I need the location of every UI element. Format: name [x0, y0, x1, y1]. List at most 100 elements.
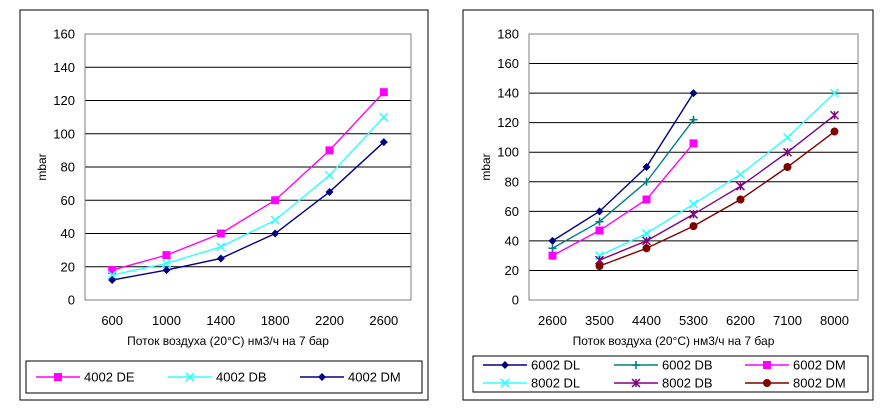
y-tick-label: 20 — [505, 263, 519, 278]
x-tick-label: 5300 — [679, 313, 708, 328]
data-point — [379, 138, 388, 147]
data-point — [325, 187, 334, 196]
data-point — [325, 146, 334, 155]
x-tick-label: 2600 — [369, 313, 398, 328]
data-point — [830, 127, 839, 136]
legend-marker — [318, 373, 326, 381]
y-axis-label: mbar — [479, 153, 493, 180]
series-line — [552, 142, 695, 257]
x-tick-label: 7100 — [773, 313, 802, 328]
legend-item: 4002 DE — [36, 370, 135, 385]
legend-box — [25, 360, 423, 394]
legend-marker — [763, 379, 771, 387]
chart-frame — [462, 9, 874, 401]
series-line — [599, 114, 835, 261]
data-point — [782, 147, 793, 157]
series-4002-db — [107, 112, 389, 280]
data-point — [271, 196, 280, 205]
x-tick-label: 8000 — [820, 313, 849, 328]
legend-marker — [500, 378, 510, 388]
legend-label: 6002 DL — [531, 358, 580, 373]
legend-label: 4002 DE — [84, 370, 135, 385]
data-point — [689, 139, 698, 148]
x-tick-label: 1400 — [206, 313, 235, 328]
data-point — [162, 251, 171, 260]
legend-item: 6002 DM — [745, 358, 846, 373]
data-point — [162, 266, 171, 275]
series-6002-dl — [548, 89, 698, 245]
x-tick-label: 2600 — [538, 313, 567, 328]
series-4002-de — [108, 88, 388, 275]
chart-frame — [19, 9, 429, 401]
y-tick-label: 100 — [53, 126, 75, 141]
legend-marker — [632, 361, 640, 369]
data-point — [642, 195, 651, 204]
y-tick-label: 20 — [61, 259, 75, 274]
series-8002-dm — [595, 127, 839, 271]
legend-label: 8002 DB — [662, 376, 713, 391]
y-tick-label: 100 — [497, 145, 519, 160]
y-tick-label: 120 — [497, 115, 519, 130]
y-tick-label: 40 — [505, 233, 519, 248]
x-tick-label: 3500 — [585, 313, 614, 328]
series-line — [599, 130, 835, 267]
x-tick-label: 1000 — [152, 313, 181, 328]
data-point — [216, 229, 225, 238]
data-point — [782, 132, 793, 143]
data-point — [642, 177, 651, 186]
series-4002-dm — [108, 138, 388, 285]
series-line — [599, 92, 835, 257]
x-axis-label: Поток воздуха (20°C) нм3/ч на 7 бар — [127, 334, 329, 348]
data-point — [642, 244, 651, 253]
x-tick-label: 6200 — [726, 313, 755, 328]
series-line — [552, 119, 695, 249]
y-tick-label: 60 — [505, 204, 519, 219]
data-point — [689, 115, 698, 124]
legend-item: 8002 DB — [614, 376, 713, 391]
y-tick-label: 140 — [53, 60, 75, 75]
legend-label: 4002 DM — [348, 370, 401, 385]
data-point — [736, 195, 745, 204]
x-tick-label: 600 — [101, 313, 123, 328]
data-point — [641, 228, 652, 239]
data-point — [688, 199, 699, 209]
series-line — [112, 116, 385, 276]
data-point — [216, 254, 225, 263]
x-tick-label: 2200 — [315, 313, 344, 328]
y-tick-label: 120 — [53, 93, 75, 108]
data-point — [161, 258, 172, 268]
data-point — [379, 88, 388, 97]
legend-label: 4002 DB — [216, 370, 267, 385]
chart-panel-left: 0 20 40 60 80 100 120 140 160 600 1000 1400 1800 2200… — [19, 9, 429, 401]
data-point — [548, 244, 557, 253]
legend-marker — [185, 372, 195, 382]
y-tick-label: 0 — [68, 293, 75, 308]
series-6002-dm — [548, 139, 698, 260]
series-line — [552, 92, 695, 242]
plot-area — [84, 33, 412, 301]
data-point — [270, 215, 280, 225]
legend-item: 6002 DL — [483, 358, 580, 373]
data-point — [548, 251, 557, 260]
data-point — [595, 207, 604, 216]
y-tick-label: 140 — [497, 86, 519, 101]
legend-item: 8002 DM — [745, 376, 846, 391]
data-point — [735, 169, 746, 179]
series-line — [112, 141, 385, 281]
data-point — [595, 262, 604, 271]
plot-area — [528, 33, 859, 301]
data-point — [829, 110, 840, 120]
data-point — [688, 209, 699, 219]
x-tick-label: 4400 — [632, 313, 661, 328]
series-6002-db — [548, 115, 698, 253]
data-point — [641, 236, 652, 246]
data-point — [689, 222, 698, 231]
data-point — [271, 229, 280, 238]
y-tick-label: 160 — [53, 27, 75, 42]
data-point — [108, 276, 117, 285]
legend-label: 8002 DM — [793, 376, 846, 391]
legend-marker — [763, 361, 771, 369]
data-point — [735, 181, 746, 191]
data-point — [548, 236, 557, 245]
